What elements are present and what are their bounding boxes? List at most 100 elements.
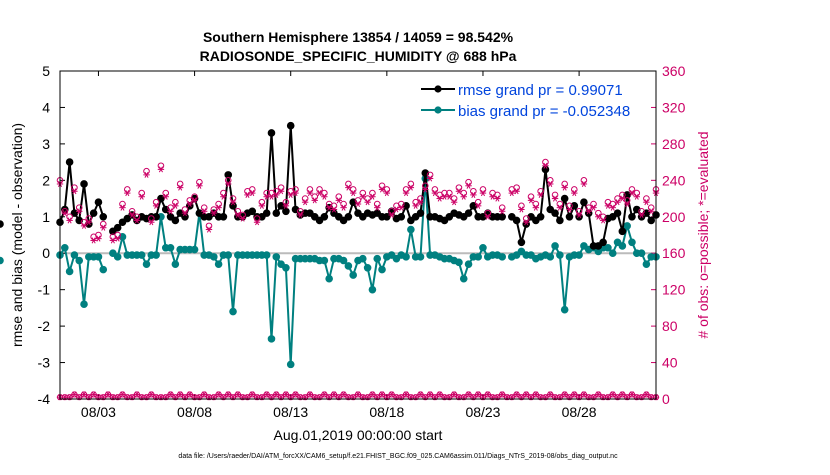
asterisk-stroke — [423, 186, 428, 193]
legend-bias-marker — [434, 106, 442, 114]
asterisk-stroke — [264, 391, 269, 398]
asterisk-stroke — [625, 200, 630, 208]
asterisk-stroke — [639, 211, 644, 218]
obs-evaluated-marker — [542, 162, 549, 169]
asterisk-stroke — [509, 190, 514, 197]
obs-evaluated-marker — [407, 184, 415, 191]
asterisk-stroke — [307, 190, 312, 197]
asterisk-stroke — [524, 391, 529, 398]
y2-tick-label: 200 — [662, 209, 686, 225]
bias-point — [637, 249, 646, 258]
axes-layer: -4 -3 -2 -1 0 1 2 3 4 5 0 40 80 120 160 200 240 280 320 360… — [38, 63, 686, 420]
bias-point — [152, 251, 160, 259]
rmse-point — [286, 121, 295, 130]
asterisk-stroke — [139, 193, 144, 200]
bias-point — [229, 307, 237, 316]
bias-point — [464, 260, 473, 268]
asterisk-stroke — [490, 193, 495, 200]
asterisk-stroke — [591, 204, 596, 211]
obs-evaluated-marker — [258, 202, 266, 209]
asterisk-stroke — [173, 202, 178, 209]
obs-evaluated-marker — [167, 208, 174, 215]
bias-point — [416, 253, 425, 261]
y-tick-label: 3 — [42, 136, 50, 152]
asterisk-stroke — [428, 175, 433, 182]
asterisk-stroke — [461, 193, 466, 200]
bias-point — [166, 243, 175, 252]
bias-point — [61, 243, 69, 252]
asterisk-stroke — [336, 197, 341, 204]
y-tick-label: 2 — [42, 172, 50, 188]
asterisk-stroke — [91, 391, 96, 398]
rmse-point — [397, 212, 406, 221]
asterisk-stroke — [341, 204, 346, 211]
bias-point — [142, 260, 151, 268]
obs-evaluated-marker — [470, 191, 477, 198]
asterisk-stroke — [572, 391, 577, 398]
bias-point — [267, 335, 276, 343]
obs-evaluated-marker — [599, 217, 607, 224]
asterisk-stroke — [67, 217, 72, 224]
bias-point — [363, 263, 372, 272]
bias-point — [272, 253, 281, 261]
obs-evaluated-marker — [249, 190, 256, 197]
obs-low-evaluated-marker — [321, 391, 328, 398]
rmse-point — [113, 223, 122, 232]
asterisk-stroke — [130, 211, 135, 218]
obs-low-evaluated-marker — [225, 391, 232, 398]
x-tick-label: 08/23 — [465, 404, 500, 420]
obs-low-evaluated-marker — [176, 391, 184, 398]
obs-evaluated-marker — [205, 226, 213, 233]
obs-evaluated-marker — [523, 219, 530, 226]
obs-low-evaluated-marker — [234, 391, 242, 398]
rmse-point — [613, 209, 622, 217]
rmse-point — [628, 212, 636, 221]
obs-evaluated-marker — [417, 199, 424, 206]
asterisk-stroke — [154, 202, 159, 209]
obs-evaluated-marker — [349, 190, 357, 197]
obs-low-evaluated-marker — [249, 391, 256, 398]
obs-evaluated-marker — [268, 193, 275, 200]
asterisk-stroke — [81, 391, 87, 398]
asterisk-stroke — [125, 190, 130, 197]
obs-evaluated-marker — [311, 197, 318, 204]
legend-rmse-marker — [434, 85, 442, 93]
obs-evaluated-marker — [181, 210, 189, 217]
asterisk-stroke — [379, 391, 385, 398]
obs-low-evaluated-marker — [474, 391, 482, 398]
asterisk-stroke — [206, 226, 212, 233]
obs-evaluated-marker — [76, 208, 83, 215]
bias-point — [214, 260, 223, 268]
obs-evaluated-marker — [95, 235, 102, 242]
obs-evaluated-marker — [239, 215, 246, 222]
obs-low-evaluated-marker — [148, 391, 155, 398]
asterisk-stroke — [187, 391, 192, 398]
asterisk-stroke — [269, 193, 274, 200]
asterisk-stroke — [211, 210, 216, 217]
obs-evaluated-marker — [292, 190, 299, 197]
rmse-point — [551, 209, 559, 217]
asterisk-stroke — [182, 210, 188, 217]
obs-evaluated-marker — [398, 204, 405, 211]
y2-tick-label: 360 — [662, 63, 686, 79]
y2-tick-label: 160 — [662, 245, 686, 261]
asterisk-stroke — [187, 200, 192, 208]
asterisk-stroke — [149, 219, 154, 226]
obs-evaluated-marker — [152, 202, 160, 209]
asterisk-stroke — [307, 391, 312, 398]
obs-evaluated-marker — [402, 190, 410, 197]
obs-evaluated-marker — [148, 219, 155, 226]
obs-evaluated-marker — [422, 186, 429, 193]
bias-point — [546, 253, 555, 261]
rmse-point — [89, 209, 98, 217]
obs-evaluated-marker — [335, 197, 342, 204]
asterisk-stroke — [471, 191, 476, 198]
asterisk-stroke — [384, 190, 389, 197]
obs-evaluated-marker — [369, 193, 376, 200]
asterisk-stroke — [255, 219, 260, 226]
rmse-point — [0, 220, 4, 228]
bias-point — [75, 256, 84, 265]
asterisk-stroke — [293, 190, 298, 197]
asterisk-stroke — [106, 391, 111, 398]
bias-point — [113, 253, 122, 261]
